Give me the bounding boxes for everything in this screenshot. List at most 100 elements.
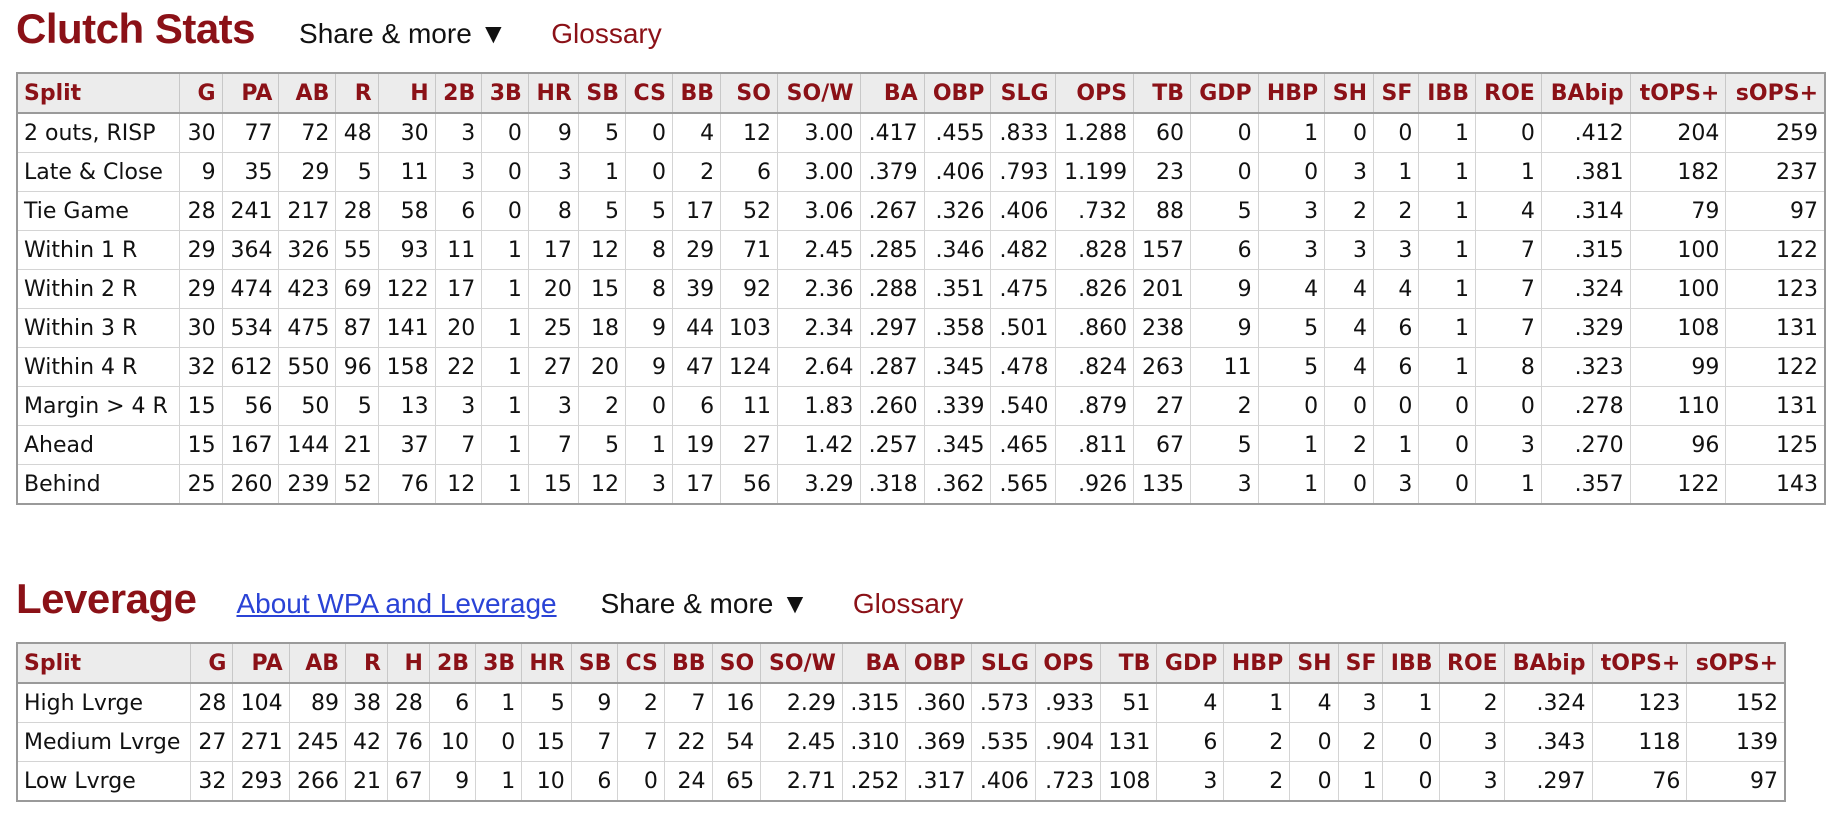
column-header[interactable]: H — [386, 642, 430, 684]
column-header[interactable]: AB — [288, 642, 346, 684]
leverage-table: Split G PA AB R H 2B 3B HR SB CS BB SO SO/W BA OBP SLG OP… — [16, 642, 1786, 802]
stat-cell: .362 — [923, 464, 992, 505]
column-header[interactable]: BAbip — [1503, 642, 1593, 684]
column-header[interactable]: CS — [617, 642, 665, 684]
column-header[interactable]: SH — [1324, 72, 1375, 114]
stat-cell: 72 — [278, 112, 337, 153]
stat-cell: 15 — [577, 269, 627, 309]
stat-cell: 1 — [481, 347, 529, 387]
glossary-link[interactable]: Glossary — [551, 18, 662, 49]
clutch-stats-section: Clutch Stats Share & more ▼ Glossary Spl… — [16, 0, 1826, 505]
stat-cell: .369 — [905, 722, 973, 762]
column-header[interactable]: SO — [711, 642, 762, 684]
column-header[interactable]: ROE — [1474, 72, 1542, 114]
column-header[interactable]: PA — [232, 642, 290, 684]
table-row: 2 outs, RISP 30 77 72 48 30 3 0 9 5 0 4 12 3.00.417.4… — [16, 112, 1826, 153]
column-header[interactable]: SH — [1289, 642, 1339, 684]
stat-cell: .826 — [1054, 269, 1135, 309]
column-header[interactable]: 2B — [428, 642, 477, 684]
column-header[interactable]: 3B — [475, 642, 523, 684]
stat-cell: 1 — [481, 230, 529, 270]
column-header[interactable]: HBP — [1257, 72, 1326, 114]
column-header[interactable]: TB — [1100, 642, 1158, 684]
column-header[interactable]: BB — [671, 72, 722, 114]
column-header[interactable]: HBP — [1223, 642, 1291, 684]
column-header[interactable]: 3B — [481, 72, 529, 114]
column-header[interactable]: BA — [859, 72, 925, 114]
column-header[interactable]: tOPS+ — [1591, 642, 1688, 684]
column-header[interactable]: OBP — [923, 72, 992, 114]
stat-cell: 0 — [1418, 386, 1476, 426]
column-header[interactable]: OPS — [1054, 72, 1135, 114]
column-header[interactable]: R — [344, 642, 388, 684]
column-header[interactable]: SLG — [971, 642, 1036, 684]
column-header[interactable]: HR — [521, 642, 572, 684]
stat-cell: 97 — [1686, 761, 1786, 802]
glossary-link[interactable]: Glossary — [852, 588, 964, 619]
column-header[interactable]: 2B — [434, 72, 483, 114]
stat-cell: 5 — [577, 191, 627, 231]
stat-cell: 0 — [1257, 386, 1326, 426]
share-more-button[interactable]: Share & more ▼ — [299, 18, 508, 49]
column-header[interactable]: BAbip — [1540, 72, 1631, 114]
stat-cell: .257 — [859, 425, 925, 465]
stat-cell: 326 — [278, 230, 337, 270]
column-header[interactable]: CS — [625, 72, 673, 114]
column-header[interactable]: SO/W — [776, 72, 861, 114]
column-header[interactable]: SF — [1337, 642, 1384, 684]
column-header[interactable]: BB — [663, 642, 713, 684]
column-header[interactable]: OBP — [905, 642, 973, 684]
column-header[interactable]: G — [179, 72, 223, 114]
column-header[interactable]: IBB — [1418, 72, 1476, 114]
stat-cell: 3 — [1257, 191, 1326, 231]
stat-cell: 0 — [1382, 722, 1440, 762]
stat-cell: 423 — [278, 269, 337, 309]
column-header[interactable]: SB — [570, 642, 619, 684]
table-header-row: Split G PA AB R H 2B 3B HR SB CS BB SO SO/W BA OBP SLG OP… — [16, 72, 1826, 114]
stat-cell: 118 — [1591, 722, 1688, 762]
column-header[interactable]: G — [190, 642, 234, 684]
stat-cell: .288 — [859, 269, 925, 309]
stat-cell: 67 — [386, 761, 430, 802]
column-header[interactable]: sOPS+ — [1686, 642, 1786, 684]
stat-cell: 241 — [221, 191, 280, 231]
stat-cell: 167 — [221, 425, 280, 465]
column-header[interactable]: SO/W — [760, 642, 843, 684]
column-header[interactable]: GDP — [1189, 72, 1259, 114]
column-header[interactable]: TB — [1133, 72, 1191, 114]
column-header-split[interactable]: Split — [16, 72, 181, 114]
stat-cell: 51 — [1100, 682, 1158, 723]
stat-cell: 93 — [377, 230, 436, 270]
column-header[interactable]: PA — [221, 72, 280, 114]
column-header[interactable]: tOPS+ — [1629, 72, 1727, 114]
about-wpa-link[interactable]: About WPA and Leverage — [236, 588, 557, 619]
column-header[interactable]: HR — [527, 72, 579, 114]
share-more-button[interactable]: Share & more ▼ — [600, 588, 809, 619]
column-header[interactable]: ROE — [1438, 642, 1505, 684]
column-header[interactable]: BA — [841, 642, 907, 684]
column-header[interactable]: SF — [1373, 72, 1420, 114]
stat-cell: 1 — [1257, 112, 1326, 153]
stat-cell: 35 — [221, 152, 280, 192]
split-cell: Within 1 R — [16, 230, 181, 270]
column-header-split[interactable]: Split — [16, 642, 192, 684]
column-header[interactable]: SB — [577, 72, 627, 114]
column-header[interactable]: SLG — [990, 72, 1056, 114]
column-header[interactable]: sOPS+ — [1725, 72, 1826, 114]
stat-cell: 1 — [481, 269, 529, 309]
stat-cell: .465 — [990, 425, 1056, 465]
stat-cell: 0 — [617, 761, 665, 802]
column-header[interactable]: IBB — [1382, 642, 1440, 684]
column-header[interactable]: AB — [278, 72, 337, 114]
stat-cell: .323 — [1540, 347, 1631, 387]
column-header[interactable]: R — [335, 72, 379, 114]
stat-cell: 21 — [344, 761, 388, 802]
column-header[interactable]: GDP — [1156, 642, 1225, 684]
column-header[interactable]: SO — [720, 72, 778, 114]
column-header[interactable]: H — [377, 72, 436, 114]
stat-cell: 5 — [1257, 347, 1326, 387]
stat-cell: 1 — [1418, 347, 1476, 387]
table-row: Behind 25 260 239 52 76 12 1 15 12 3 17 56 3.29.318.3… — [16, 464, 1826, 505]
stat-cell: 50 — [278, 386, 337, 426]
column-header[interactable]: OPS — [1034, 642, 1102, 684]
